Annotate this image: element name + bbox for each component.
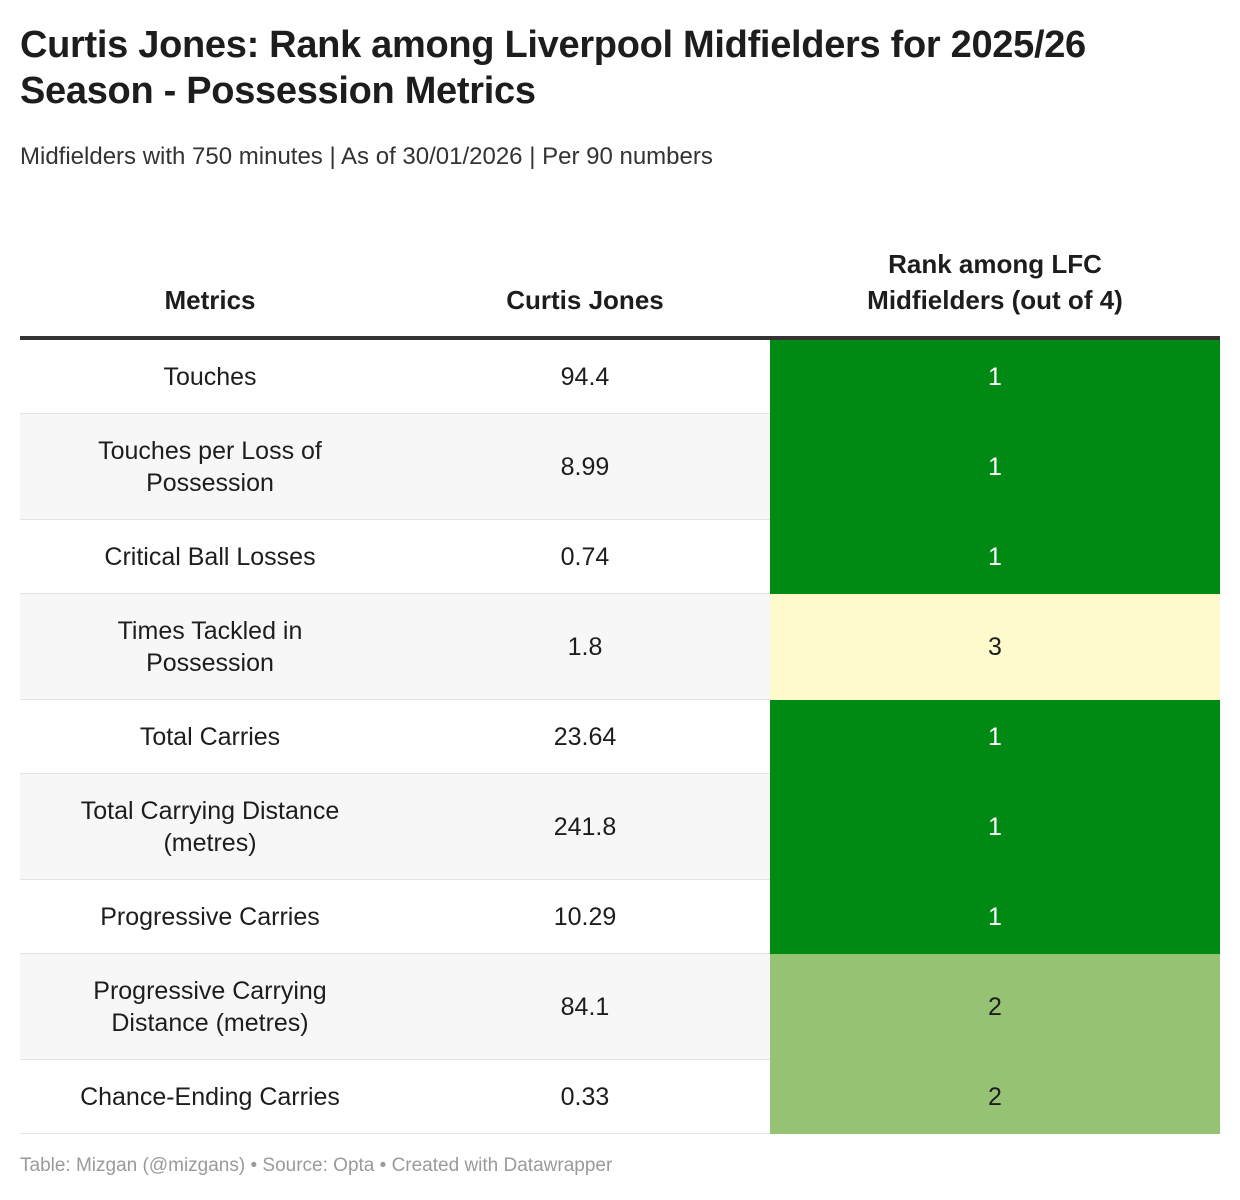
table-row: Chance-Ending Carries 0.33 2 — [20, 1059, 1220, 1134]
metric-cell: Touches — [20, 338, 400, 414]
table-row: Touches per Loss of Possession 8.99 1 — [20, 413, 1220, 520]
value-cell: 8.99 — [400, 413, 770, 520]
metric-cell: Chance-Ending Carries — [20, 1059, 400, 1134]
table-row: Progressive Carries 10.29 1 — [20, 879, 1220, 954]
rank-cell: 1 — [770, 338, 1220, 414]
value-cell: 84.1 — [400, 953, 770, 1060]
metric-cell: Progressive Carrying Distance (metres) — [20, 953, 400, 1060]
table-row: Progressive Carrying Distance (metres) 84… — [20, 953, 1220, 1060]
rank-cell: 1 — [770, 413, 1220, 520]
rank-cell: 2 — [770, 953, 1220, 1060]
metric-cell: Touches per Loss of Possession — [20, 413, 400, 520]
metric-cell: Total Carrying Distance (metres) — [20, 773, 400, 880]
table-row: Times Tackled in Possession 1.8 3 — [20, 593, 1220, 700]
rank-cell: 1 — [770, 519, 1220, 594]
table-body: Touches 94.4 1 Touches per Loss of Possessi… — [20, 338, 1220, 1134]
rank-cell: 2 — [770, 1059, 1220, 1134]
rank-table: Metrics Curtis Jones Rank among LFC Midf… — [20, 218, 1220, 1134]
value-cell: 23.64 — [400, 699, 770, 774]
value-cell: 0.33 — [400, 1059, 770, 1134]
header-metrics[interactable]: Metrics — [20, 218, 400, 340]
value-cell: 0.74 — [400, 519, 770, 594]
rank-cell: 3 — [770, 593, 1220, 700]
value-cell: 10.29 — [400, 879, 770, 954]
chart-subtitle: Midfielders with 750 minutes | As of 30/… — [20, 143, 713, 170]
table-row: Total Carries 23.64 1 — [20, 699, 1220, 774]
table-header-row: Metrics Curtis Jones Rank among LFC Midf… — [20, 218, 1220, 340]
header-rank[interactable]: Rank among LFC Midfielders (out of 4) — [770, 218, 1220, 340]
chart-footer: Table: Mizgan (@mizgans) • Source: Opta … — [20, 1155, 613, 1176]
rank-cell: 1 — [770, 879, 1220, 954]
rank-cell: 1 — [770, 699, 1220, 774]
metric-cell: Total Carries — [20, 699, 400, 774]
metric-cell: Times Tackled in Possession — [20, 593, 400, 700]
header-rank-label: Rank among LFC Midfielders (out of 4) — [867, 249, 1123, 315]
rank-table-container: Metrics Curtis Jones Rank among LFC Midf… — [20, 218, 1220, 1134]
metric-cell: Critical Ball Losses — [20, 519, 400, 594]
table-row: Total Carrying Distance (metres) 241.8 1 — [20, 773, 1220, 880]
metric-cell: Progressive Carries — [20, 879, 400, 954]
value-cell: 1.8 — [400, 593, 770, 700]
header-player[interactable]: Curtis Jones — [400, 218, 770, 340]
rank-cell: 1 — [770, 773, 1220, 880]
value-cell: 94.4 — [400, 338, 770, 414]
table-row: Touches 94.4 1 — [20, 338, 1220, 414]
chart-title: Curtis Jones: Rank among Liverpool Midfi… — [20, 24, 1086, 112]
table-row: Critical Ball Losses 0.74 1 — [20, 519, 1220, 594]
value-cell: 241.8 — [400, 773, 770, 880]
